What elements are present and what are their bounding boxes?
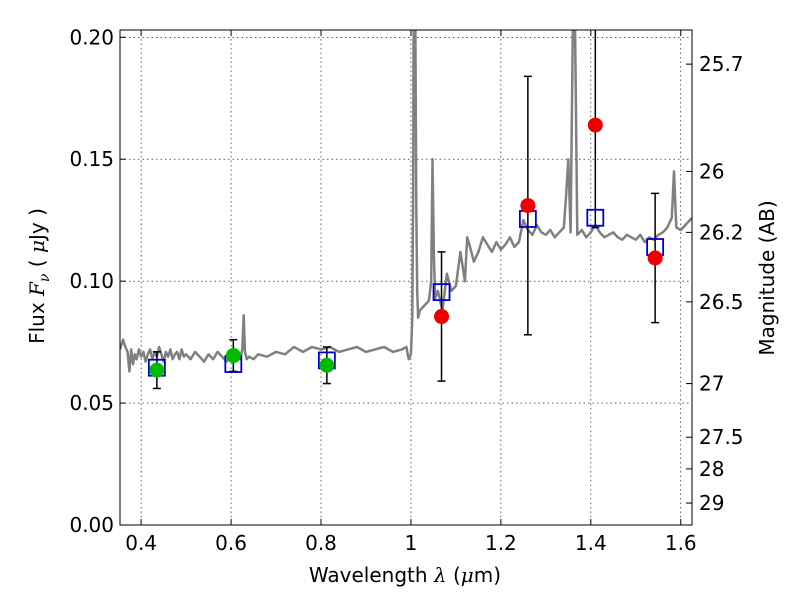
green-data-point	[149, 362, 165, 378]
y2-tick-label: 26.2	[699, 220, 744, 244]
y-tick-label: 0.10	[69, 269, 114, 293]
x-tick-label: 1.2	[485, 531, 517, 555]
red-data-point	[587, 117, 603, 133]
green-data-point	[225, 348, 241, 364]
y2-tick-label: 27	[699, 372, 724, 396]
plot-frame	[119, 29, 693, 526]
x-tick-label: 1.4	[575, 531, 607, 555]
y2-tick-label: 27.5	[699, 425, 744, 449]
y-tick-label: 0.20	[69, 25, 114, 49]
red-data-point	[520, 198, 536, 214]
x-tick-label: 0.4	[125, 531, 157, 555]
y2-axis-label: Magnitude (AB)	[755, 200, 779, 355]
x-tick-label: 0.6	[215, 531, 247, 555]
y-tick-label: 0.00	[69, 513, 114, 537]
y-tick-label: 0.05	[69, 391, 114, 415]
plot-area	[120, 30, 692, 390]
green-data-point	[319, 357, 335, 373]
red-data-point	[647, 250, 663, 266]
y2-tick-label: 26.5	[699, 290, 744, 314]
x-tick-label: 1	[405, 531, 418, 555]
x-tick-label: 0.8	[305, 531, 337, 555]
y2-tick-label: 26	[699, 159, 724, 183]
x-tick-label: 1.6	[665, 531, 697, 555]
y-axis-label: Flux Fν ( μJy )	[25, 208, 53, 344]
y-tick-label: 0.15	[69, 147, 114, 171]
red-data-point	[434, 309, 450, 325]
synthetic-photometry-square	[586, 208, 605, 227]
x-axis-label: Wavelength λ (μm)	[309, 563, 501, 587]
y2-tick-label: 29	[699, 491, 724, 515]
y2-tick-label: 28	[699, 457, 724, 481]
axis-ticks: 0.4 0.6 0.8 1 1.2 1.4 1.6 0.00 0.05 0.10 0.15 0.20 2…	[69, 25, 743, 555]
y2-tick-label: 25.7	[699, 52, 744, 76]
model-spectrum-line	[120, 30, 692, 373]
synthetic-photometry-square	[432, 283, 451, 302]
